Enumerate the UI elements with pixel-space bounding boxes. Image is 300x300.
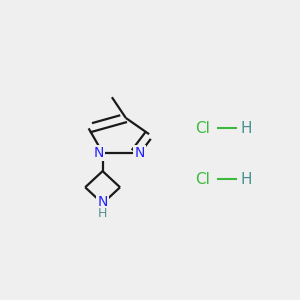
Text: N: N bbox=[98, 195, 108, 209]
Text: Cl: Cl bbox=[196, 121, 211, 136]
Text: H: H bbox=[241, 121, 252, 136]
Text: N: N bbox=[134, 146, 145, 160]
Text: H: H bbox=[241, 172, 252, 187]
Text: H: H bbox=[98, 207, 107, 220]
Text: Cl: Cl bbox=[196, 172, 211, 187]
Text: N: N bbox=[93, 146, 103, 160]
